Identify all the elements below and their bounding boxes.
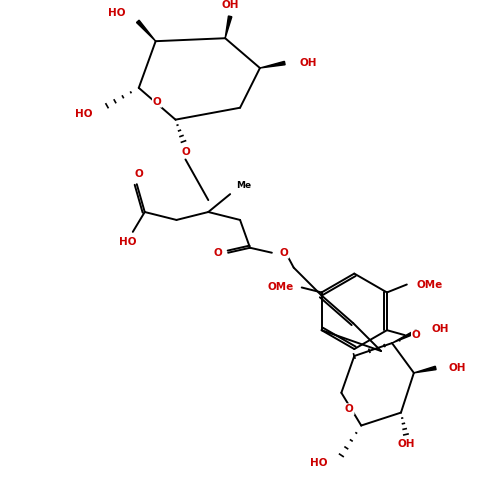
Text: O: O <box>181 148 190 158</box>
Text: OH: OH <box>300 58 317 68</box>
Text: O: O <box>153 97 162 107</box>
Text: O: O <box>214 248 222 258</box>
Text: O: O <box>280 248 288 258</box>
Text: OMe: OMe <box>268 282 294 292</box>
Text: HO: HO <box>310 458 328 468</box>
Polygon shape <box>136 20 156 41</box>
Text: HO: HO <box>119 237 136 247</box>
Text: Me: Me <box>236 181 251 190</box>
Polygon shape <box>225 16 232 38</box>
Text: OH: OH <box>397 440 414 450</box>
Text: OMe: OMe <box>416 280 443 289</box>
Polygon shape <box>260 62 285 68</box>
Text: O: O <box>345 404 354 414</box>
Text: OH: OH <box>432 324 449 334</box>
Polygon shape <box>414 366 436 373</box>
Text: OH: OH <box>448 363 466 373</box>
Text: O: O <box>134 170 143 179</box>
Text: HO: HO <box>108 8 126 18</box>
Text: OH: OH <box>222 0 239 10</box>
Text: HO: HO <box>74 108 92 118</box>
Polygon shape <box>392 330 417 343</box>
Text: O: O <box>412 330 420 340</box>
